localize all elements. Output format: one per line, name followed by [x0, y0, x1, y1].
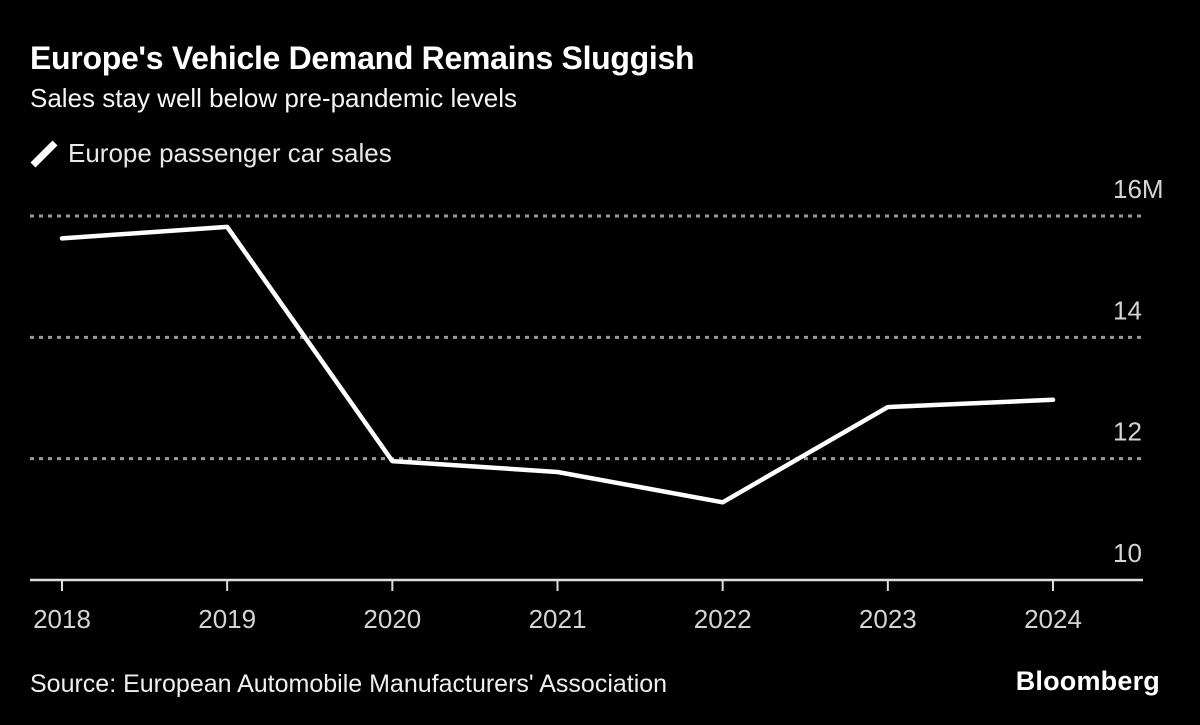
axis-labels-group: 16M 14 12 10 2018 2019 2020 2021 2022 2023 2024 [33, 174, 1164, 634]
gridlines-group [30, 214, 1143, 461]
x-axis-label: 2021 [529, 604, 587, 634]
legend: Europe passenger car sales [30, 138, 392, 169]
axis-group [30, 578, 1143, 591]
y-axis-label: 10 [1113, 538, 1142, 568]
x-axis-label: 2020 [363, 604, 421, 634]
line-swatch-icon [30, 140, 58, 167]
x-axis-label: 2018 [33, 604, 91, 634]
series-group [59, 224, 1056, 505]
bloomberg-logo: Bloomberg [1015, 666, 1160, 696]
y-axis-label: 12 [1113, 417, 1142, 447]
y-axis-label: 16M [1113, 174, 1164, 204]
y-axis-label: 14 [1113, 295, 1142, 325]
x-axis-label: 2024 [1024, 604, 1082, 634]
source-note: Source: European Automobile Manufacturer… [30, 670, 668, 698]
data-line-europe-passenger-car-sales [59, 224, 1056, 505]
chart-subtitle: Sales stay well below pre-pandemic level… [30, 83, 518, 113]
chart-title: Europe's Vehicle Demand Remains Sluggish [30, 40, 695, 76]
x-axis-label: 2019 [198, 604, 256, 634]
x-axis-label: 2023 [859, 604, 917, 634]
legend-label: Europe passenger car sales [68, 138, 392, 168]
x-axis-label: 2022 [694, 604, 752, 634]
